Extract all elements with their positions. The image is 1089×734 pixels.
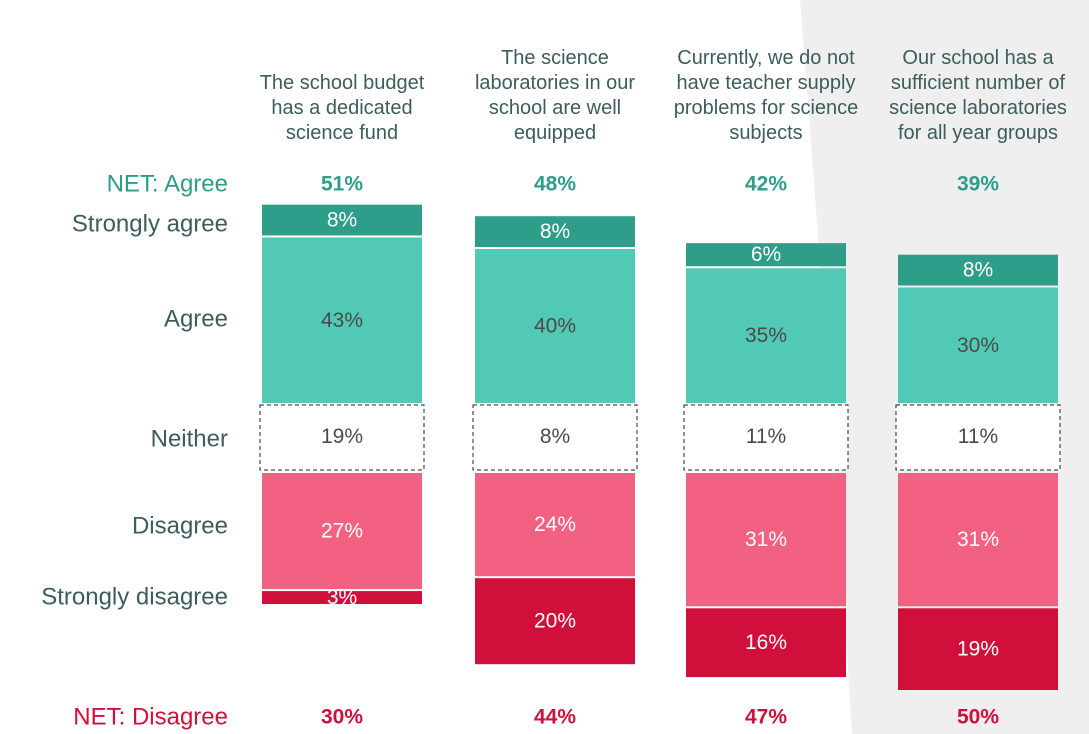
segment-label: 24% (534, 513, 576, 536)
bar-segment (686, 243, 846, 267)
net-value: 42% (745, 173, 787, 196)
segment-label: 31% (745, 528, 787, 551)
bar-segment (262, 204, 422, 236)
bar-segment (686, 608, 846, 678)
neither-box (472, 404, 638, 471)
segment-label: 31% (957, 528, 999, 551)
row-label: Agree (164, 305, 228, 332)
net-value: 39% (957, 173, 999, 196)
bar-segment (475, 216, 635, 247)
segment-label: 8% (327, 209, 357, 232)
bar-segment (898, 254, 1058, 286)
segment-label: 20% (534, 610, 576, 633)
column-header: The school budget has a dedicated scienc… (259, 72, 425, 144)
bar-segment (898, 608, 1058, 690)
bar-segment (262, 591, 422, 604)
segment-label: 40% (534, 315, 576, 338)
net-value: 51% (321, 173, 363, 196)
row-label: Neither (151, 425, 228, 452)
bar-segment (475, 249, 635, 403)
segment-label: 8% (540, 425, 570, 448)
neither-box (683, 404, 849, 471)
bar-segment (898, 287, 1058, 403)
net-value: 30% (321, 706, 363, 729)
segment-label: 30% (957, 334, 999, 357)
net-value: 44% (534, 706, 576, 729)
bar-segment (475, 473, 635, 577)
column-header: The science laboratories in our school a… (474, 47, 636, 144)
net-value: 48% (534, 173, 576, 196)
net-label: NET: Agree (107, 170, 228, 197)
segment-label: 19% (957, 638, 999, 661)
neither-box (895, 404, 1061, 471)
segment-label: 27% (321, 520, 363, 543)
bar-segment (262, 473, 422, 590)
net-value: 47% (745, 706, 787, 729)
segment-label: 11% (746, 425, 786, 448)
bar-segment (475, 578, 635, 665)
bar-segment (686, 268, 846, 403)
column-header: Our school has a sufficient number of sc… (889, 47, 1067, 144)
bar-segment (898, 473, 1058, 607)
bar-segment (262, 237, 422, 403)
segment-label: 11% (958, 425, 998, 448)
segment-label: 8% (540, 220, 570, 243)
segment-label: 8% (963, 259, 993, 282)
segment-label: 35% (745, 324, 787, 347)
segment-label: 19% (321, 425, 363, 448)
segment-label: 6% (751, 243, 781, 266)
segment-label: 16% (745, 631, 787, 654)
row-label: Strongly disagree (41, 583, 228, 610)
bar-segment (686, 473, 846, 607)
segment-label: 43% (321, 309, 363, 332)
row-label: Disagree (132, 512, 228, 539)
row-label: Strongly agree (72, 210, 228, 237)
segment-label: 3% (327, 586, 357, 609)
column-header: Currently, we do not have teacher supply… (673, 47, 859, 144)
net-label: NET: Disagree (73, 703, 228, 730)
net-value: 50% (957, 706, 999, 729)
neither-box (259, 404, 425, 471)
